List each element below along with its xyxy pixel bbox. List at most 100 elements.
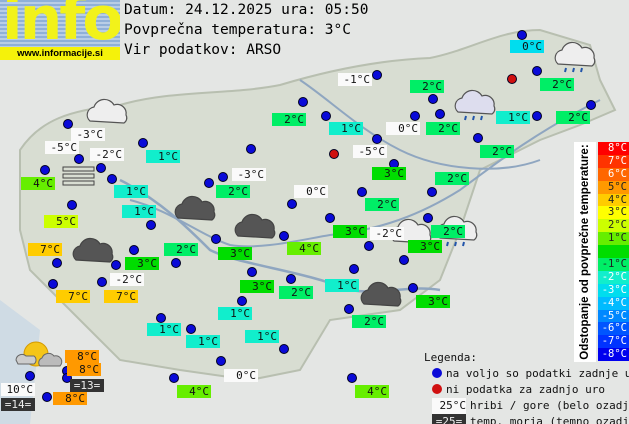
station-dot[interactable] [399, 255, 409, 265]
station-dot[interactable] [287, 199, 297, 209]
temperature-label[interactable]: 4°C [177, 385, 211, 398]
temperature-label[interactable]: 2°C [164, 243, 198, 256]
station-dot[interactable] [372, 70, 382, 80]
station-dot[interactable] [138, 138, 148, 148]
temperature-label[interactable]: 5°C [44, 215, 78, 228]
temperature-label[interactable]: 7°C [28, 243, 62, 256]
station-dot[interactable] [279, 344, 289, 354]
temperature-label[interactable]: 2°C [426, 122, 460, 135]
temperature-label[interactable]: 4°C [287, 242, 321, 255]
temperature-label[interactable]: -5°C [45, 141, 79, 154]
station-dot[interactable] [246, 144, 256, 154]
logo[interactable]: info [0, 0, 120, 47]
temperature-label[interactable]: 3°C [372, 167, 406, 180]
temperature-label[interactable]: 1°C [186, 335, 220, 348]
station-dot[interactable] [349, 264, 359, 274]
station-dot[interactable] [211, 234, 221, 244]
station-dot[interactable] [298, 97, 308, 107]
temperature-label[interactable]: -1°C [338, 73, 372, 86]
station-dot[interactable] [40, 165, 50, 175]
temperature-label[interactable]: 0°C [224, 369, 258, 382]
temperature-label[interactable]: 4°C [355, 385, 389, 398]
temperature-label[interactable]: 7°C [104, 290, 138, 303]
station-dot[interactable] [428, 94, 438, 104]
temperature-label[interactable]: 3°C [125, 257, 159, 270]
station-dot[interactable] [321, 111, 331, 121]
temperature-label[interactable]: 1°C [147, 323, 181, 336]
temperature-label[interactable]: =13= [70, 379, 104, 392]
temperature-label[interactable]: 2°C [272, 113, 306, 126]
temperature-label[interactable]: 4°C [21, 177, 55, 190]
station-dot[interactable] [357, 187, 367, 197]
station-dot[interactable] [410, 111, 420, 121]
temperature-label[interactable]: 1°C [218, 307, 252, 320]
temperature-label[interactable]: 3°C [333, 225, 367, 238]
temperature-label[interactable]: 0°C [386, 122, 420, 135]
temperature-label[interactable]: 8°C [65, 350, 99, 363]
station-dot[interactable] [216, 356, 226, 366]
station-dot[interactable] [52, 258, 62, 268]
station-dot[interactable] [286, 274, 296, 284]
station-dot[interactable] [435, 109, 445, 119]
station-dot[interactable] [347, 373, 357, 383]
station-dot[interactable] [408, 283, 418, 293]
station-no-data-dot[interactable] [329, 149, 339, 159]
station-dot[interactable] [42, 392, 52, 402]
station-dot[interactable] [204, 178, 214, 188]
temperature-label[interactable]: -5°C [353, 145, 387, 158]
temperature-label[interactable]: 2°C [435, 172, 469, 185]
temperature-label[interactable]: 3°C [218, 247, 252, 260]
temperature-label[interactable]: 10°C [1, 383, 35, 396]
temperature-label[interactable]: -2°C [90, 148, 124, 161]
temperature-label[interactable]: -3°C [71, 128, 105, 141]
temperature-label[interactable]: 2°C [540, 78, 574, 91]
temperature-label[interactable]: 0°C [510, 40, 544, 53]
station-dot[interactable] [364, 241, 374, 251]
station-dot[interactable] [111, 260, 121, 270]
temperature-label[interactable]: 2°C [352, 315, 386, 328]
temperature-label[interactable]: 0°C [294, 185, 328, 198]
station-dot[interactable] [97, 277, 107, 287]
station-dot[interactable] [67, 200, 77, 210]
temperature-label[interactable]: 2°C [410, 80, 444, 93]
temperature-label[interactable]: 3°C [416, 295, 450, 308]
station-dot[interactable] [532, 66, 542, 76]
station-no-data-dot[interactable] [507, 74, 517, 84]
temperature-label[interactable]: 2°C [431, 225, 465, 238]
station-dot[interactable] [427, 187, 437, 197]
temperature-label[interactable]: 2°C [365, 198, 399, 211]
temperature-label[interactable]: 7°C [56, 290, 90, 303]
station-dot[interactable] [25, 371, 35, 381]
temperature-label[interactable]: 1°C [245, 330, 279, 343]
station-dot[interactable] [129, 245, 139, 255]
station-dot[interactable] [237, 296, 247, 306]
station-dot[interactable] [74, 154, 84, 164]
station-dot[interactable] [156, 313, 166, 323]
station-dot[interactable] [279, 231, 289, 241]
station-dot[interactable] [325, 213, 335, 223]
station-dot[interactable] [473, 133, 483, 143]
temperature-label[interactable]: 1°C [496, 111, 530, 124]
station-dot[interactable] [146, 220, 156, 230]
station-dot[interactable] [107, 174, 117, 184]
temperature-label[interactable]: 8°C [53, 392, 87, 405]
temperature-label[interactable]: 2°C [216, 185, 250, 198]
temperature-label[interactable]: 3°C [408, 240, 442, 253]
station-dot[interactable] [96, 163, 106, 173]
temperature-label[interactable]: -2°C [110, 273, 144, 286]
temperature-label[interactable]: =14= [1, 398, 35, 411]
station-dot[interactable] [532, 111, 542, 121]
station-dot[interactable] [63, 119, 73, 129]
logo-url-link[interactable]: www.informacije.si [0, 47, 120, 60]
temperature-label[interactable]: 1°C [325, 279, 359, 292]
temperature-label[interactable]: 2°C [556, 111, 590, 124]
station-dot[interactable] [218, 172, 228, 182]
temperature-label[interactable]: 2°C [480, 145, 514, 158]
station-dot[interactable] [517, 30, 527, 40]
station-dot[interactable] [372, 134, 382, 144]
temperature-label[interactable]: 1°C [146, 150, 180, 163]
station-dot[interactable] [171, 258, 181, 268]
temperature-label[interactable]: 3°C [240, 280, 274, 293]
station-dot[interactable] [48, 279, 58, 289]
station-dot[interactable] [186, 324, 196, 334]
